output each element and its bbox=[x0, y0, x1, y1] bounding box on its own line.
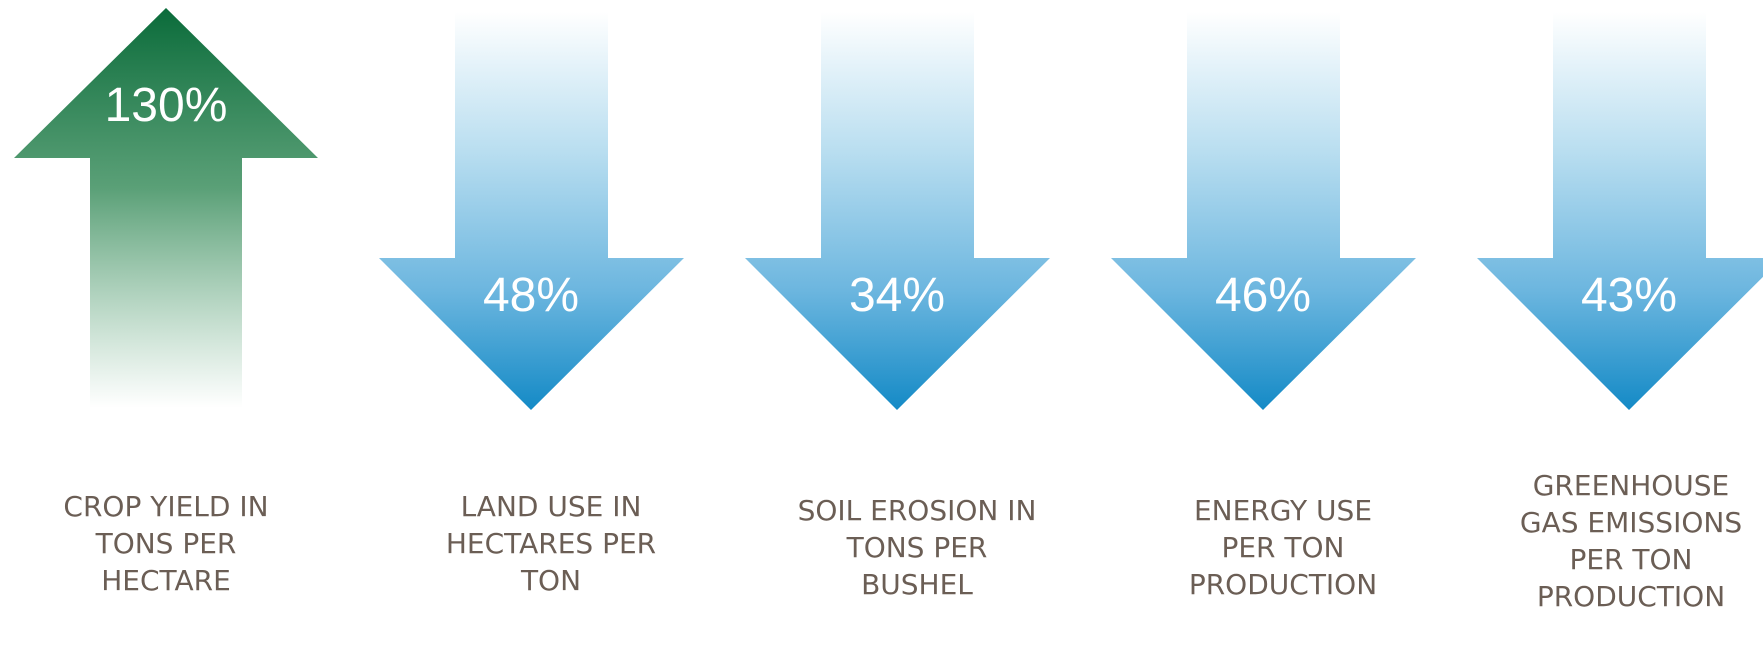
land-use-label: LAND USE IN HECTARES PER TON bbox=[445, 490, 657, 597]
crop-yield-label: CROP YIELD IN TONS PER HECTARE bbox=[63, 490, 269, 597]
energy-use-value: 46% bbox=[1214, 269, 1312, 322]
down-arrow-soil-erosion bbox=[745, 12, 1050, 410]
energy-use-label: ENERGY USE PER TON PRODUCTION bbox=[1188, 494, 1378, 601]
down-arrow-greenhouse-gas bbox=[1477, 12, 1763, 410]
soil-erosion-label: SOIL EROSION IN TONS PER BUSHEL bbox=[797, 494, 1037, 601]
land-use-value: 48% bbox=[482, 269, 580, 322]
down-arrow-energy-use bbox=[1111, 12, 1416, 410]
down-arrow-land-use bbox=[379, 12, 684, 410]
crop-yield-value: 130% bbox=[104, 79, 228, 132]
greenhouse-gas-label: GREENHOUSE GAS EMISSIONS PER TON PRODUCT… bbox=[1519, 469, 1743, 613]
soil-erosion-value: 34% bbox=[848, 269, 946, 322]
up-arrow-crop-yield bbox=[14, 8, 318, 408]
greenhouse-gas-value: 43% bbox=[1580, 269, 1678, 322]
